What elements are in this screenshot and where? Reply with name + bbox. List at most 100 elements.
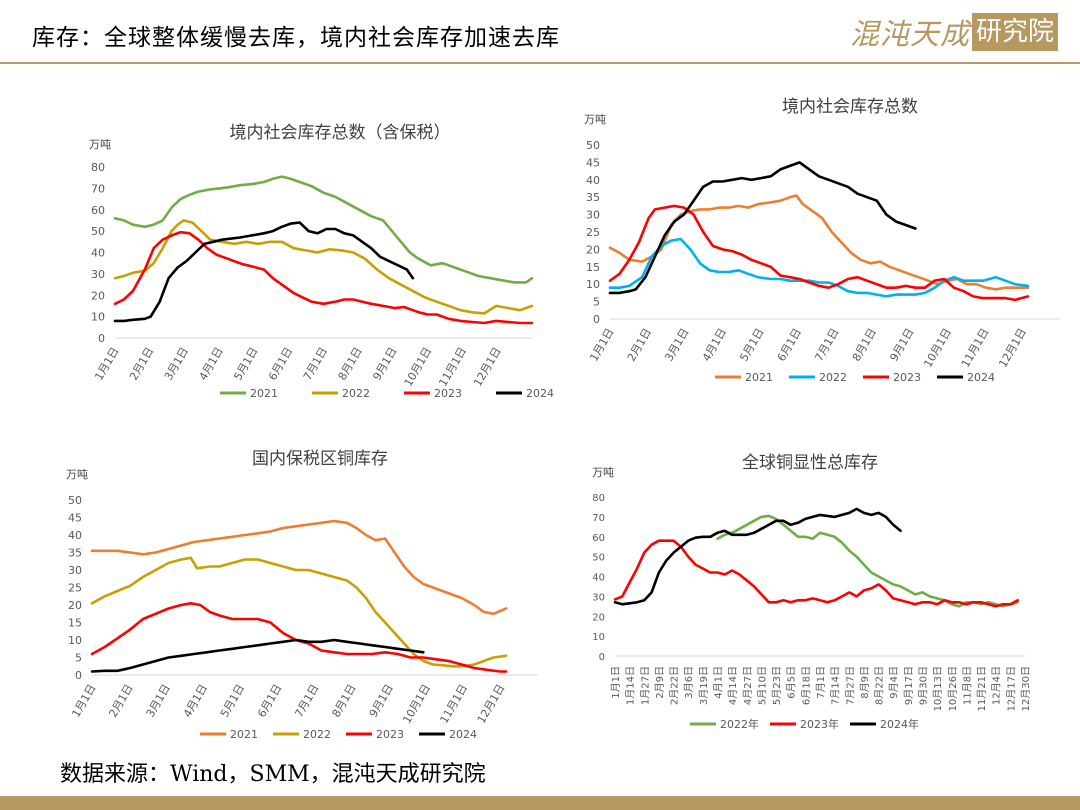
legend-label-2024年: 2024年 [880,717,919,731]
x-tick-label: 10月1日 [400,682,433,726]
x-tick-label: 4月27日 [742,666,754,705]
chart-title: 国内保税区铜库存 [252,449,388,469]
x-tick-label: 10月13日 [932,666,944,711]
y-unit-label: 万吨 [592,466,614,479]
y-tick-label: 80 [91,161,105,174]
y-tick-label: 35 [586,191,600,204]
x-tick-label: 1月1日 [587,326,616,364]
series-line-2022年 [716,514,1020,608]
y-unit-label: 万吨 [66,468,88,481]
y-tick-label: 0 [599,652,605,663]
x-tick-label: 8月1日 [336,345,365,383]
y-unit-label: 万吨 [89,138,111,151]
y-tick-label: 70 [592,513,605,524]
chart-title: 全球铜显性总库存 [742,453,878,473]
x-tick-label: 12月4日 [991,666,1003,705]
legend-label-2023年: 2023年 [800,717,839,731]
y-tick-label: 80 [592,493,605,504]
x-tick-label: 4月1日 [181,682,210,720]
x-tick-label: 3月1日 [162,345,191,383]
y-tick-label: 30 [592,592,605,603]
legend-label-2022年: 2022年 [720,717,759,731]
y-tick-label: 0 [593,313,600,326]
logo-text: 混沌天成 [849,17,970,51]
x-tick-label: 1月27日 [639,666,651,705]
x-tick-label: 9月30日 [918,666,930,705]
x-tick-label: 8月1日 [850,326,879,364]
x-tick-label: 12月17日 [1005,666,1017,711]
legend-label-2021: 2021 [230,728,258,741]
series-line-2023年 [613,539,1020,608]
legend-label-2022: 2022 [342,387,370,400]
legend-label-2024: 2024 [526,387,554,400]
x-tick-label: 9月4日 [888,666,900,699]
x-tick-label: 5月1日 [737,326,766,364]
x-tick-label: 5月23日 [771,666,783,705]
y-unit-label: 万吨 [584,113,606,126]
y-tick-label: 20 [586,243,600,256]
footer-band [0,796,1080,810]
legend-label-2024: 2024 [449,728,477,741]
x-tick-label: 12月30日 [1020,666,1032,711]
y-tick-label: 50 [592,553,605,564]
legend-label-2023: 2023 [893,371,921,384]
x-tick-label: 7月1日 [301,345,330,383]
y-tick-label: 60 [91,204,105,217]
x-tick-label: 8月22日 [874,666,886,705]
x-tick-label: 2月1日 [625,326,654,364]
y-tick-label: 0 [98,332,105,345]
y-tick-label: 10 [586,278,600,291]
header-rule [0,62,1080,64]
x-tick-label: 10月1日 [402,345,435,389]
y-tick-label: 30 [91,268,105,281]
x-tick-label: 6月1日 [266,345,295,383]
y-tick-label: 35 [68,547,82,560]
x-tick-label: 5月1日 [218,682,247,720]
x-tick-label: 8月1日 [330,682,359,720]
x-tick-label: 7月1日 [292,682,321,720]
x-tick-label: 4月14日 [727,666,739,705]
x-tick-label: 6月5日 [786,666,798,699]
x-tick-label: 7月14日 [830,666,842,705]
series-line-2024 [90,638,425,673]
series-line-2023 [608,204,1030,302]
x-tick-label: 6月1日 [255,682,284,720]
x-tick-label: 3月1日 [662,326,691,364]
x-tick-label: 3月1日 [144,682,173,720]
y-tick-label: 60 [592,533,605,544]
y-tick-label: 10 [91,311,105,324]
x-tick-label: 11月21日 [976,666,988,711]
data-source-note: 数据来源：Wind，SMM，混沌天成研究院 [60,762,486,787]
series-line-2022 [113,219,534,315]
series-line-2024 [608,161,917,295]
x-tick-label: 12月1日 [475,682,508,726]
y-tick-label: 40 [91,247,105,260]
y-tick-label: 20 [91,289,105,302]
y-tick-label: 20 [68,599,82,612]
y-tick-label: 15 [586,261,600,274]
x-tick-label: 5月10日 [756,666,768,705]
series-line-2023 [113,230,534,325]
x-tick-label: 1月1日 [610,666,622,699]
brand-logo: 混沌天成 研究院 [850,12,1058,52]
x-tick-label: 3月19日 [698,666,710,705]
series-line-2022 [608,237,1030,298]
series-line-2024 [113,221,415,323]
y-tick-label: 10 [68,634,82,647]
legend-label-2024: 2024 [967,371,995,384]
legend-label-2022: 2022 [819,371,847,384]
y-tick-label: 45 [586,156,600,169]
x-tick-label: 3月6日 [683,666,695,699]
x-tick-label: 10月1日 [921,326,954,370]
legend-label-2023: 2023 [376,728,404,741]
x-tick-label: 1月14日 [625,666,637,705]
x-tick-label: 1月1日 [92,345,121,383]
series-line-2021 [113,175,534,284]
y-tick-label: 25 [586,226,600,239]
y-tick-label: 30 [68,564,82,577]
x-tick-label: 12月1日 [471,345,504,389]
x-tick-label: 6月18日 [800,666,812,705]
x-tick-label: 4月1日 [700,326,729,364]
